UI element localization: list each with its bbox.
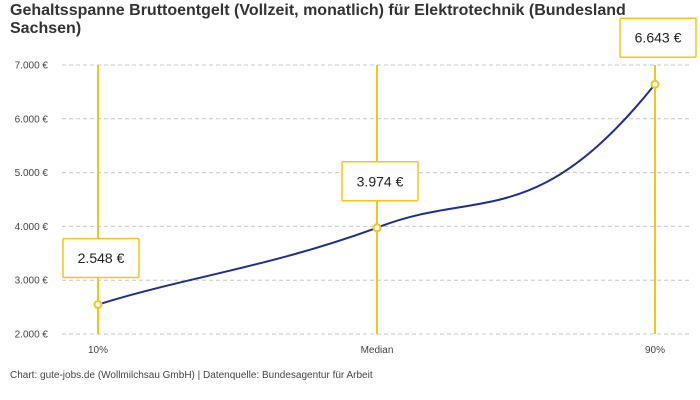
y-tick-label: 3.000 € [15,276,49,287]
data-point [372,223,382,233]
value-callout-box [619,17,697,58]
y-tick-label: 4.000 € [15,222,49,233]
y-tick-label: 2.000 € [15,330,49,341]
data-point [93,300,103,310]
y-tick-label: 7.000 € [15,61,49,72]
chart-title: Gehaltsspanne Bruttoentgelt (Vollzeit, m… [10,2,626,37]
value-callout-label: 2.548 € [78,250,125,266]
value-callout-box [341,161,419,202]
value-callout-box [62,237,140,279]
value-callout-label: 3.974 € [357,173,404,189]
x-axis-ticks: 10% Median 90% [88,345,665,356]
y-tick-label: 6.000 € [15,114,49,125]
callout-layer: 2.548 € 3.974 € 6.643 € [62,17,697,279]
chart-source-footer: Chart: gute-jobs.de (Wollmilchsau GmbH) … [10,370,373,381]
data-point [650,79,660,89]
x-tick-label: 10% [88,345,108,356]
x-tick-label: Median [361,345,394,356]
point-layer [93,79,660,310]
x-tick-label: 90% [645,345,665,356]
value-callout-label: 6.643 € [635,30,682,46]
y-tick-label: 5.000 € [15,168,49,179]
